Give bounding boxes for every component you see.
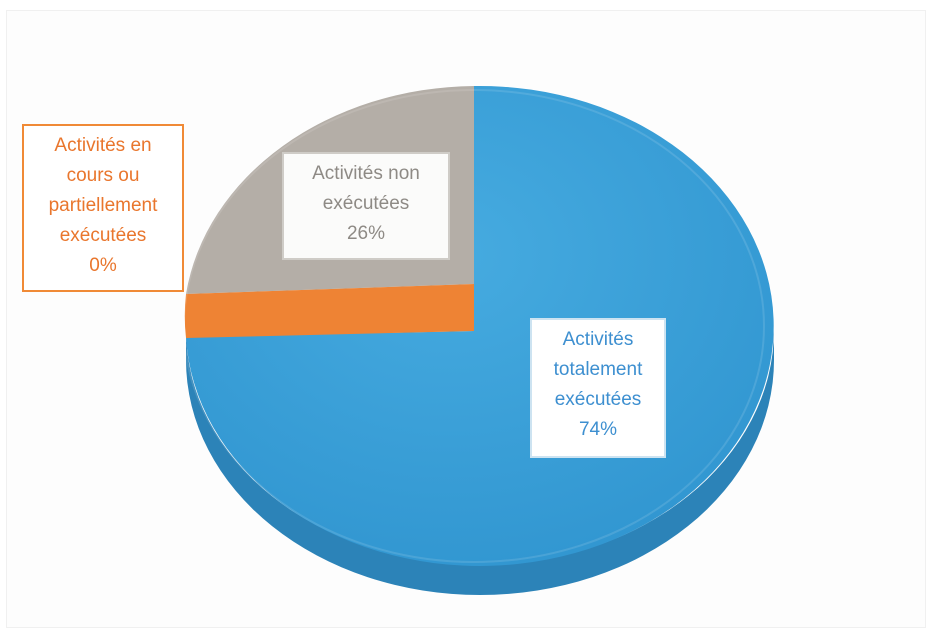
pie-highlight	[183, 89, 765, 563]
data-label-line: Activités non	[312, 163, 420, 184]
data-label-percent: 0%	[89, 255, 117, 276]
data-label-line: Activités en	[54, 135, 152, 156]
data-label-line: cours ou	[66, 165, 140, 186]
data-label-none: Activités non exécutées 26%	[282, 152, 450, 260]
data-label-line: exécutées	[554, 389, 642, 410]
data-label-percent: 26%	[346, 223, 386, 244]
data-label-partial: Activités en cours ou partiellement exéc…	[22, 124, 184, 292]
data-label-line: Activités	[562, 329, 634, 350]
data-label-line: exécutées	[59, 225, 147, 246]
data-label-percent: 74%	[578, 419, 618, 440]
pie-slice-partial	[184, 284, 474, 338]
data-label-line: exécutées	[322, 193, 410, 214]
data-label-line: partiellement	[48, 195, 158, 216]
data-label-total: Activités totalement exécutées 74%	[530, 318, 666, 458]
data-label-line: totalement	[553, 359, 643, 380]
